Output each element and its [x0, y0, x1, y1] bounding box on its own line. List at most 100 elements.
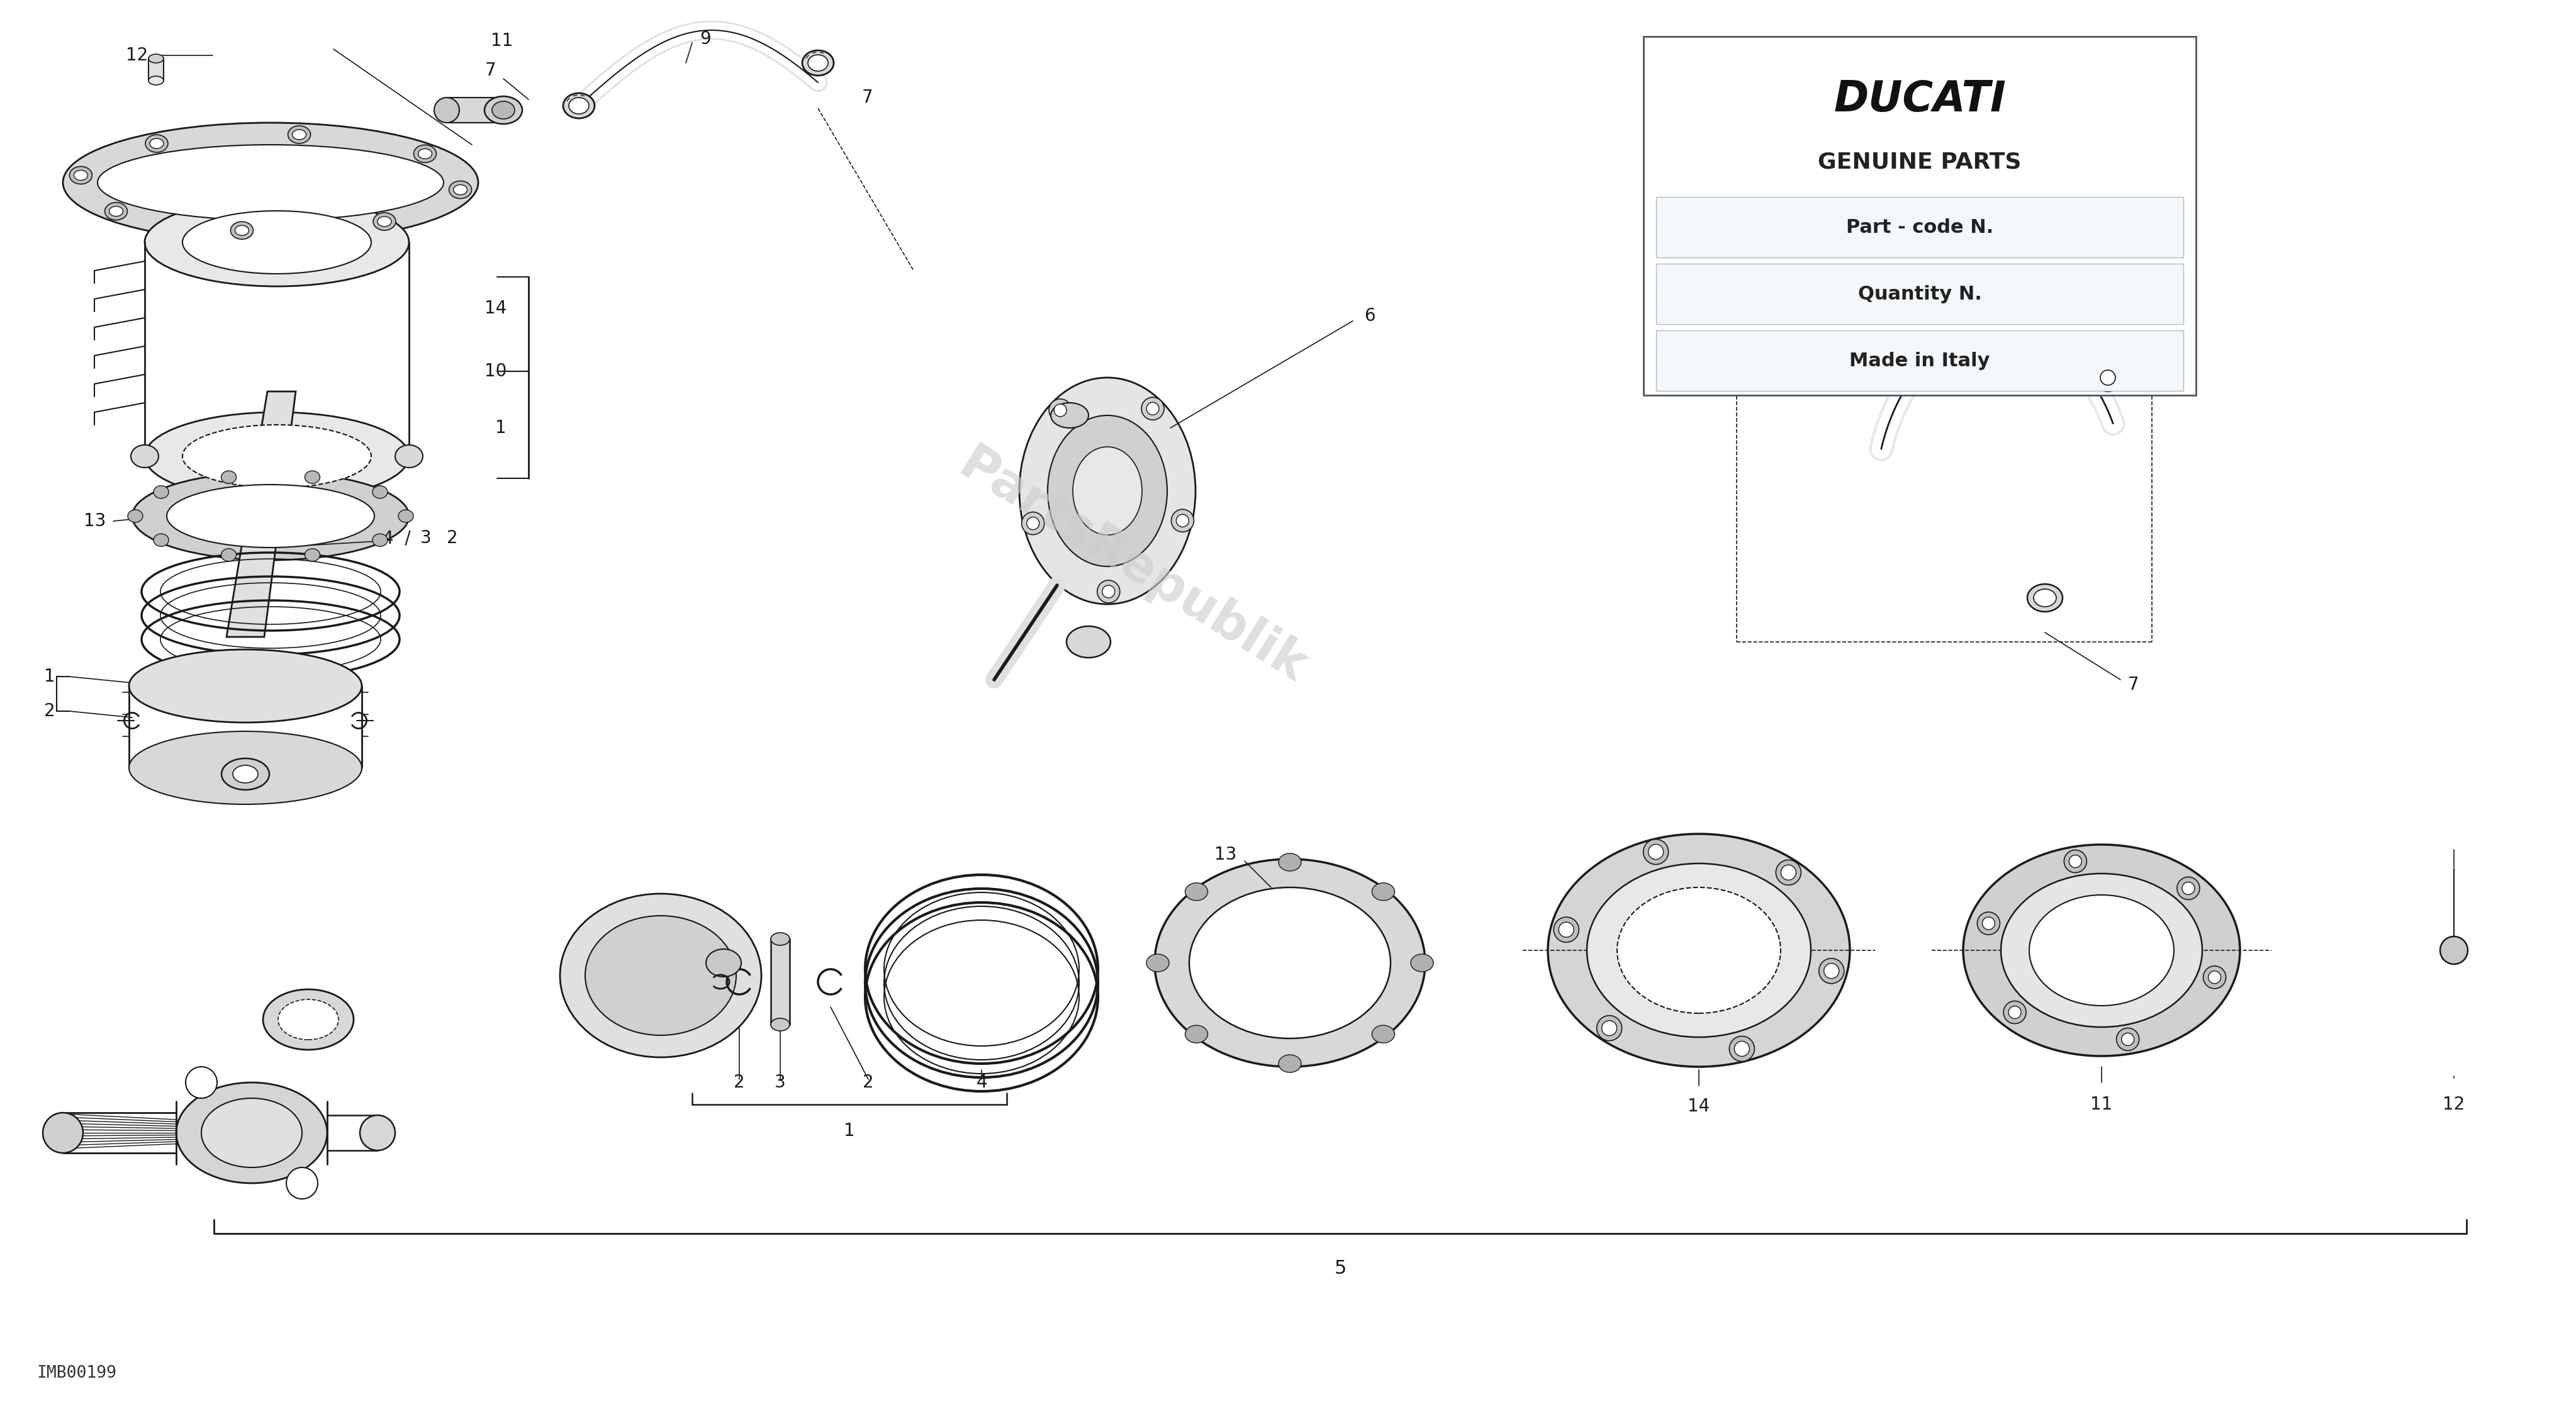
Ellipse shape — [183, 425, 371, 488]
Circle shape — [2177, 878, 2200, 900]
Circle shape — [1649, 844, 1664, 859]
Ellipse shape — [2027, 584, 2063, 612]
Circle shape — [1728, 1036, 1754, 1061]
Ellipse shape — [492, 102, 515, 119]
Circle shape — [2069, 855, 2081, 868]
Ellipse shape — [149, 76, 165, 85]
Ellipse shape — [155, 485, 167, 498]
Ellipse shape — [435, 97, 459, 123]
Text: Part - code N.: Part - code N. — [1847, 219, 1994, 236]
Ellipse shape — [289, 126, 312, 144]
Ellipse shape — [1146, 954, 1170, 972]
Ellipse shape — [1278, 854, 1301, 871]
Ellipse shape — [1066, 626, 1110, 658]
Circle shape — [2004, 1000, 2027, 1023]
Ellipse shape — [222, 471, 237, 484]
Circle shape — [2182, 882, 2195, 895]
Ellipse shape — [144, 412, 410, 501]
Ellipse shape — [379, 216, 392, 227]
Text: 2: 2 — [44, 703, 54, 720]
Circle shape — [1824, 964, 1839, 978]
Ellipse shape — [1185, 883, 1208, 900]
Ellipse shape — [304, 471, 319, 484]
Circle shape — [2123, 1033, 2133, 1046]
Ellipse shape — [70, 166, 93, 183]
Circle shape — [1558, 923, 1574, 937]
Circle shape — [1775, 859, 1801, 885]
Ellipse shape — [155, 533, 167, 546]
Ellipse shape — [149, 54, 165, 63]
Text: 2: 2 — [863, 1074, 873, 1091]
FancyBboxPatch shape — [1656, 198, 2184, 257]
FancyBboxPatch shape — [1656, 330, 2184, 391]
Ellipse shape — [62, 123, 479, 243]
Circle shape — [1048, 399, 1072, 422]
Ellipse shape — [278, 999, 337, 1040]
Ellipse shape — [232, 222, 252, 240]
Ellipse shape — [417, 148, 433, 159]
Text: 8: 8 — [2166, 286, 2177, 305]
Ellipse shape — [75, 171, 88, 181]
Ellipse shape — [394, 444, 422, 467]
Circle shape — [1553, 917, 1579, 943]
Ellipse shape — [263, 989, 353, 1050]
Ellipse shape — [374, 213, 397, 230]
Ellipse shape — [129, 649, 361, 722]
Circle shape — [1172, 509, 1193, 532]
FancyBboxPatch shape — [770, 938, 791, 1024]
Ellipse shape — [232, 765, 258, 783]
Text: 12: 12 — [2442, 1096, 2465, 1113]
Circle shape — [1734, 1041, 1749, 1057]
Ellipse shape — [106, 202, 126, 220]
Text: 6: 6 — [1365, 308, 1376, 325]
Polygon shape — [227, 391, 296, 636]
Ellipse shape — [1618, 888, 1780, 1013]
Text: 12: 12 — [126, 47, 147, 63]
Ellipse shape — [108, 206, 124, 216]
Text: 13: 13 — [82, 512, 106, 531]
Circle shape — [2063, 849, 2087, 872]
Circle shape — [1103, 586, 1115, 598]
Ellipse shape — [453, 185, 466, 195]
Circle shape — [1146, 402, 1159, 415]
Circle shape — [1023, 512, 1043, 535]
Text: 13: 13 — [1213, 845, 1236, 864]
Ellipse shape — [706, 950, 742, 976]
Text: 4  /: 4 / — [384, 529, 410, 547]
Circle shape — [185, 1067, 216, 1098]
Text: GENUINE PARTS: GENUINE PARTS — [1819, 151, 2022, 174]
Text: 1: 1 — [845, 1122, 855, 1140]
Ellipse shape — [374, 485, 386, 498]
Circle shape — [1597, 1016, 1623, 1041]
Circle shape — [1028, 516, 1038, 529]
Text: 9: 9 — [701, 30, 711, 48]
Ellipse shape — [2032, 588, 2056, 607]
Ellipse shape — [175, 1082, 327, 1184]
Text: 7: 7 — [2128, 676, 2138, 694]
Ellipse shape — [374, 533, 386, 546]
Circle shape — [2099, 370, 2115, 385]
Circle shape — [1984, 917, 1994, 930]
Ellipse shape — [167, 484, 374, 547]
Ellipse shape — [585, 916, 737, 1036]
Ellipse shape — [484, 96, 523, 124]
Ellipse shape — [569, 97, 590, 114]
Text: 7: 7 — [863, 89, 873, 106]
Text: IMB00199: IMB00199 — [36, 1364, 116, 1381]
Circle shape — [2202, 967, 2226, 989]
Ellipse shape — [564, 93, 595, 119]
Ellipse shape — [131, 444, 160, 467]
Text: 1: 1 — [495, 419, 507, 437]
Circle shape — [2208, 971, 2221, 983]
Ellipse shape — [2030, 895, 2174, 1006]
Text: 11: 11 — [2092, 1096, 2112, 1113]
Ellipse shape — [1373, 1026, 1394, 1043]
Ellipse shape — [234, 226, 250, 236]
Ellipse shape — [131, 473, 410, 560]
FancyBboxPatch shape — [1656, 264, 2184, 325]
Circle shape — [1141, 398, 1164, 420]
Text: PartsRepublik: PartsRepublik — [951, 440, 1316, 693]
Circle shape — [1097, 580, 1121, 602]
Ellipse shape — [183, 210, 371, 274]
Text: 14: 14 — [1687, 1098, 1710, 1115]
